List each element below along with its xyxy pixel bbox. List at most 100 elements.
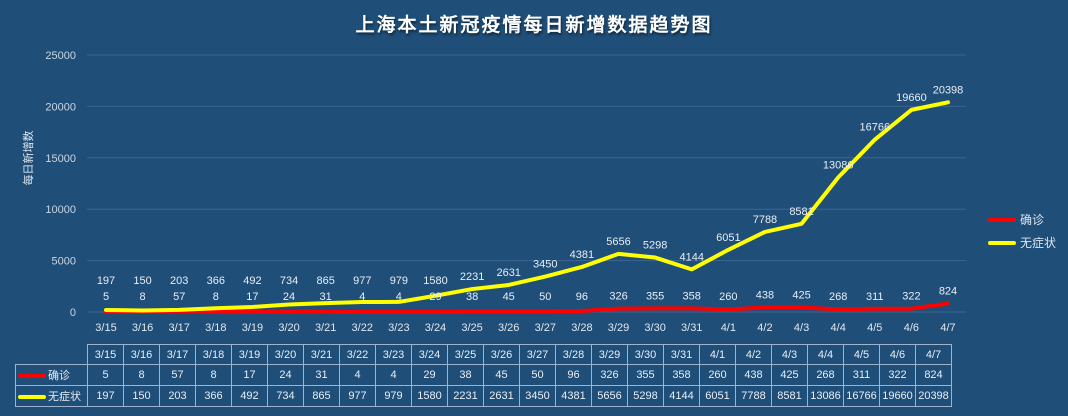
table-cell: 8581 — [771, 385, 808, 407]
table-header-cell: 4/4 — [807, 344, 844, 365]
y-tick-label: 0 — [70, 307, 76, 319]
legend: 确诊 无症状 — [988, 208, 1056, 254]
data-label: 57 — [173, 291, 185, 303]
table-cell: 4381 — [555, 385, 592, 407]
table-series-label: 确诊 — [15, 364, 88, 386]
table-cell: 24 — [267, 364, 304, 386]
table-header-cell: 3/24 — [411, 344, 448, 365]
x-tick-label: 3/31 — [681, 322, 702, 334]
table-cell: 355 — [627, 364, 664, 386]
x-tick-label: 4/4 — [831, 322, 846, 334]
table-cell: 358 — [663, 364, 700, 386]
x-tick-label: 3/22 — [352, 322, 373, 334]
table-cell: 8 — [123, 364, 160, 386]
table-swatch-asymptomatic — [18, 395, 46, 399]
data-label: 824 — [939, 286, 957, 298]
x-tick-label: 4/6 — [904, 322, 919, 334]
data-label: 977 — [353, 275, 371, 287]
data-label: 50 — [539, 291, 551, 303]
table-cell: 2231 — [447, 385, 484, 407]
data-label: 19660 — [896, 92, 927, 104]
x-tick-label: 3/30 — [644, 322, 665, 334]
table-header-cell: 4/7 — [915, 344, 952, 365]
table-header-cell: 3/28 — [555, 344, 592, 365]
data-label: 5 — [103, 291, 109, 303]
table-cell: 4 — [339, 364, 376, 386]
table-header-cell: 4/3 — [771, 344, 808, 365]
table-cell: 734 — [267, 385, 304, 407]
data-label: 29 — [429, 291, 441, 303]
x-tick-label: 3/26 — [498, 322, 519, 334]
data-label: 268 — [829, 291, 847, 303]
table-header-cell: 4/2 — [735, 344, 772, 365]
data-label: 425 — [792, 290, 810, 302]
x-tick-label: 3/19 — [242, 322, 263, 334]
x-tick-label: 3/24 — [425, 322, 446, 334]
data-label: 20398 — [933, 84, 964, 96]
data-label: 150 — [133, 275, 151, 287]
data-table: 3/15 3/16 3/17 3/18 3/19 3/20 3/21 3/22 3/23 3/24… — [15, 344, 952, 407]
data-label: 7788 — [753, 214, 777, 226]
x-tick-label: 3/17 — [169, 322, 190, 334]
table-cell: 8 — [195, 364, 232, 386]
x-tick-label: 3/29 — [608, 322, 629, 334]
y-tick-label: 20000 — [45, 101, 76, 113]
table-cell: 311 — [843, 364, 880, 386]
table-header-cell: 3/22 — [339, 344, 376, 365]
x-tick-label: 3/28 — [571, 322, 592, 334]
data-label: 6051 — [716, 232, 740, 244]
data-label: 96 — [576, 291, 588, 303]
data-label: 8 — [213, 291, 219, 303]
table-header-cell: 3/21 — [303, 344, 340, 365]
legend-item-confirmed: 确诊 — [988, 208, 1056, 231]
table-header-cell: 4/6 — [879, 344, 916, 365]
data-label: 3450 — [533, 259, 557, 271]
table-header-cell: 3/19 — [231, 344, 268, 365]
table-header-cell: 3/26 — [483, 344, 520, 365]
table-series-label: 无症状 — [15, 385, 88, 407]
table-cell: 150 — [123, 385, 160, 407]
data-label: 4144 — [679, 251, 703, 263]
table-header-cell: 3/23 — [375, 344, 412, 365]
table-label-asymptomatic: 无症状 — [48, 390, 81, 403]
table-header-cell: 3/30 — [627, 344, 664, 365]
data-label: 31 — [320, 291, 332, 303]
legend-label-confirmed: 确诊 — [1020, 213, 1045, 227]
data-label: 4 — [396, 291, 402, 303]
data-label: 45 — [503, 291, 515, 303]
data-label: 4 — [359, 291, 365, 303]
table-cell: 492 — [231, 385, 268, 407]
table-cell: 5 — [87, 364, 124, 386]
table-header-cell: 4/5 — [843, 344, 880, 365]
series-line-asymptomatic — [104, 100, 950, 313]
table-cell: 197 — [87, 385, 124, 407]
table-cell: 7788 — [735, 385, 772, 407]
data-label: 366 — [207, 275, 225, 287]
table-cell: 865 — [303, 385, 340, 407]
table-cell: 322 — [879, 364, 916, 386]
table-cell: 2631 — [483, 385, 520, 407]
table-cell: 979 — [375, 385, 412, 407]
data-label: 865 — [316, 275, 334, 287]
table-header-cell: 3/29 — [591, 344, 628, 365]
x-tick-label: 4/5 — [867, 322, 882, 334]
table-header-cell: 3/25 — [447, 344, 484, 365]
legend-label-asymptomatic: 无症状 — [1020, 236, 1057, 250]
legend-swatch-asymptomatic — [988, 240, 1016, 245]
data-label: 5656 — [606, 236, 630, 248]
table-cell: 5656 — [591, 385, 628, 407]
data-label: 492 — [243, 275, 261, 287]
data-label: 5298 — [643, 240, 667, 252]
table-cell: 17 — [231, 364, 268, 386]
table-cell: 96 — [555, 364, 592, 386]
x-tick-label: 3/25 — [461, 322, 482, 334]
table-cell: 38 — [447, 364, 484, 386]
x-tick-label: 3/15 — [95, 322, 116, 334]
table-cell: 438 — [735, 364, 772, 386]
y-tick-label: 15000 — [45, 153, 76, 165]
y-tick-label: 25000 — [45, 50, 76, 62]
table-cell: 203 — [159, 385, 196, 407]
table-cell: 268 — [807, 364, 844, 386]
y-tick-label: 10000 — [45, 204, 76, 216]
